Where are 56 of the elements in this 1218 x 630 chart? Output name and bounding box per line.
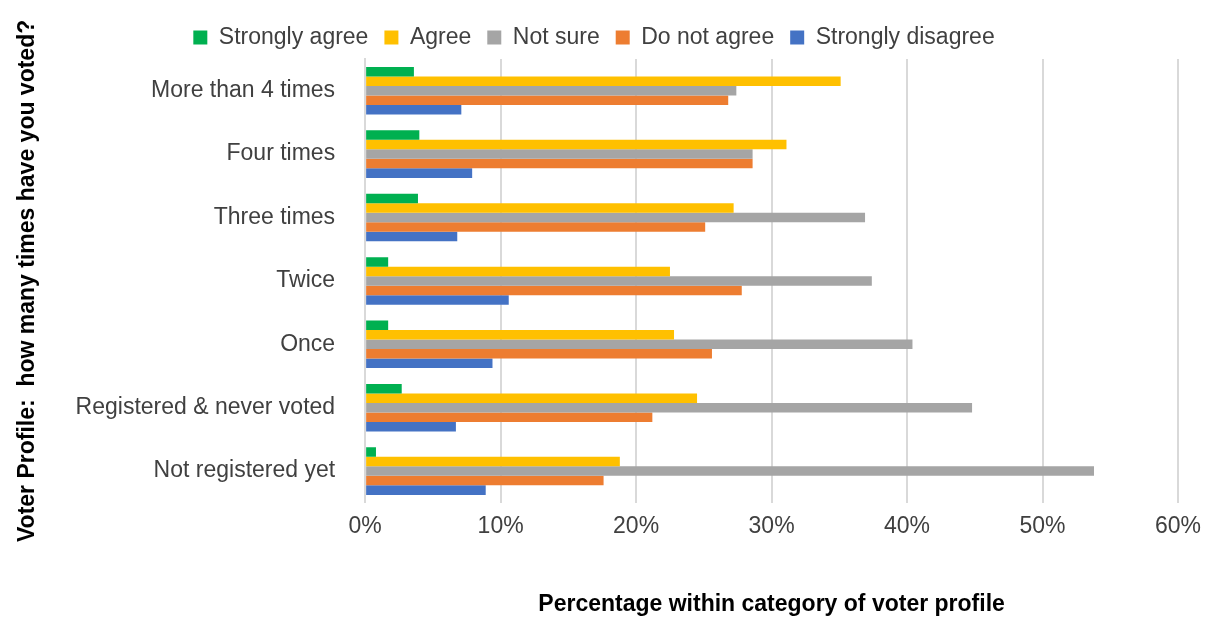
bar	[366, 349, 712, 359]
bar	[366, 412, 653, 422]
bar	[366, 104, 462, 115]
legend-label: Strongly disagree	[815, 22, 995, 49]
bar	[366, 393, 698, 403]
x-tick-label: 20%	[613, 511, 660, 538]
bar	[366, 295, 509, 305]
bar	[366, 95, 729, 105]
bar	[366, 85, 737, 96]
bar	[366, 456, 620, 467]
y-tick-label: Twice	[276, 266, 336, 293]
bar	[366, 203, 734, 213]
bar	[366, 222, 706, 232]
y-tick-label: Not registered yet	[153, 456, 336, 483]
bar	[366, 475, 604, 486]
bar	[366, 231, 458, 242]
bar	[366, 212, 866, 223]
bar	[366, 257, 389, 267]
legend-label: Do not agree	[641, 22, 775, 49]
bar	[366, 76, 841, 86]
bar	[366, 485, 486, 495]
bar	[366, 168, 473, 178]
bar	[366, 421, 456, 432]
x-tick-label: 0%	[348, 511, 382, 538]
y-tick-label: More than 4 times	[151, 76, 336, 103]
legend-label: Not sure	[512, 22, 600, 49]
bar	[366, 193, 418, 204]
bar	[366, 149, 753, 159]
y-tick-label: Once	[280, 329, 336, 356]
bar	[366, 276, 872, 286]
bar	[366, 66, 414, 77]
bar	[366, 139, 787, 150]
legend-label: Agree	[409, 22, 472, 49]
bar	[366, 402, 973, 413]
x-tick-label: 50%	[1019, 511, 1066, 538]
bar	[366, 158, 753, 169]
x-tick-label: 40%	[884, 511, 931, 538]
legend-label: Strongly agree	[218, 22, 369, 49]
x-axis-title: Percentage within category of voter profile	[538, 589, 1005, 616]
bar	[366, 358, 493, 369]
bar	[366, 285, 742, 296]
y-axis-title: Voter Profile: how many times have you voted?	[13, 19, 40, 543]
x-tick-label: 60%	[1154, 511, 1202, 538]
bar	[366, 130, 420, 140]
bar	[366, 383, 402, 394]
bar	[366, 320, 389, 331]
y-tick-label: Four times	[226, 139, 336, 166]
bar	[366, 466, 1094, 476]
y-tick-label: Three times	[213, 202, 336, 229]
y-tick-label: Registered & never voted	[75, 393, 336, 420]
bar	[366, 339, 913, 350]
bar	[366, 330, 675, 340]
x-tick-label: 10%	[477, 511, 524, 538]
bar	[366, 447, 376, 457]
x-tick-label: 30%	[748, 511, 795, 538]
bar	[366, 266, 670, 277]
